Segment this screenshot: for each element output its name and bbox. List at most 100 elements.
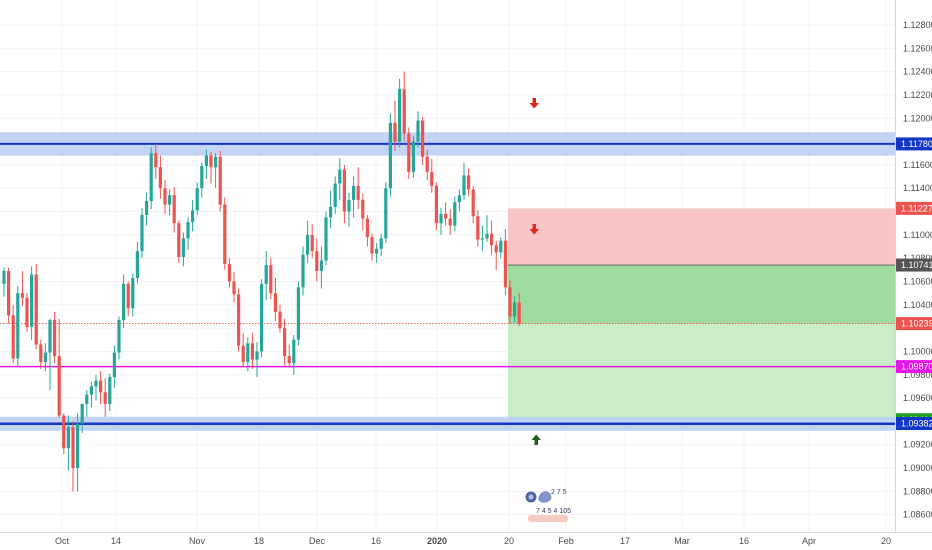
candle-body <box>34 274 38 345</box>
candle-body <box>117 319 121 353</box>
candle-body <box>131 277 135 309</box>
price-tag-label: 1.11227 <box>901 203 932 213</box>
candle <box>20 270 24 306</box>
candle <box>25 293 29 332</box>
position-zones <box>508 208 895 420</box>
candle-body <box>333 183 337 207</box>
candle-body <box>204 155 208 167</box>
candle-body <box>135 251 139 278</box>
candle <box>278 304 282 333</box>
candle <box>172 187 176 233</box>
candle <box>140 208 144 259</box>
candle <box>43 343 47 372</box>
candle <box>273 277 277 322</box>
signal-arrows <box>529 98 541 445</box>
candle <box>112 345 116 388</box>
candle-body <box>145 201 149 216</box>
candle <box>310 224 314 259</box>
y-tick-label: 1.12600 <box>903 43 932 53</box>
candle-body <box>485 233 489 239</box>
candle-body <box>430 171 434 186</box>
candle-body <box>292 339 296 364</box>
x-tick-label: 16 <box>739 536 749 546</box>
candle <box>421 117 425 165</box>
y-axis: 1.12800 1.12600 1.12400 1.12200 1.12000 1.116… <box>903 20 932 520</box>
y-tick-label: 1.09200 <box>903 440 932 450</box>
y-tick-label: 1.12200 <box>903 90 932 100</box>
candle-body <box>425 156 429 172</box>
price-tag: 1.11227 <box>896 201 932 215</box>
candle <box>434 182 438 231</box>
candle <box>99 371 103 404</box>
x-tick-label: 16 <box>371 536 381 546</box>
candle-body <box>218 156 222 205</box>
candle <box>448 209 452 235</box>
candle-body <box>2 270 6 284</box>
take-profit-zone <box>508 323 895 420</box>
candle <box>296 281 300 346</box>
candle <box>517 293 521 326</box>
candle-body <box>273 293 277 312</box>
candle <box>375 243 379 263</box>
x-tick-label: 17 <box>620 536 630 546</box>
candle-body <box>407 133 411 172</box>
candle-body <box>168 195 172 205</box>
candle-body <box>416 120 420 142</box>
y-tick-label: 1.09600 <box>903 393 932 403</box>
candle-body <box>260 283 264 352</box>
candle <box>370 233 374 261</box>
candle-body <box>457 195 461 203</box>
candle <box>283 318 287 366</box>
y-tick-label: 1.09000 <box>903 463 932 473</box>
price-tag-bg <box>896 258 932 272</box>
candle <box>246 337 250 372</box>
watermark-top-digits: 2 7 5 <box>551 489 567 496</box>
candle <box>439 208 443 235</box>
candle <box>338 157 342 200</box>
candle-body <box>53 319 57 357</box>
price-tag-label: 1.09870 <box>901 362 932 372</box>
candle <box>402 71 406 142</box>
candle <box>204 149 208 179</box>
candle-body <box>480 238 484 240</box>
candle <box>407 127 411 179</box>
candle <box>503 229 507 296</box>
y-tick-label: 1.10000 <box>903 346 932 356</box>
candle <box>237 288 241 352</box>
candle-body <box>246 343 250 362</box>
candle <box>494 240 498 270</box>
candle <box>76 413 80 492</box>
candle <box>485 215 489 242</box>
candle <box>103 378 107 417</box>
candle-body <box>329 206 333 218</box>
candle-body <box>30 274 34 327</box>
candle <box>347 192 351 227</box>
candle-body <box>89 386 93 395</box>
cloud-icon <box>538 491 552 503</box>
candle-body <box>112 352 116 378</box>
candle-body <box>393 122 397 142</box>
candle <box>467 168 471 197</box>
candle-body <box>513 302 517 317</box>
candle-body <box>503 240 507 288</box>
candle <box>108 373 112 411</box>
candle <box>264 251 268 301</box>
candle-body <box>494 245 498 253</box>
candle <box>2 267 6 297</box>
x-tick-label: 18 <box>254 536 264 546</box>
candle-body <box>255 351 259 360</box>
x-tick-label: Oct <box>55 536 70 546</box>
candle <box>513 296 517 323</box>
candle <box>158 155 162 199</box>
candle <box>163 180 167 214</box>
candle-body <box>338 169 342 184</box>
candle-body <box>48 319 52 353</box>
candle-body <box>99 380 103 393</box>
candle <box>306 220 310 263</box>
candle-body <box>278 311 282 329</box>
candle <box>388 113 392 197</box>
candle-body <box>402 89 406 134</box>
price-tag-label: 1.10741 <box>901 260 932 270</box>
candle <box>301 246 305 296</box>
candle-body <box>71 427 75 469</box>
